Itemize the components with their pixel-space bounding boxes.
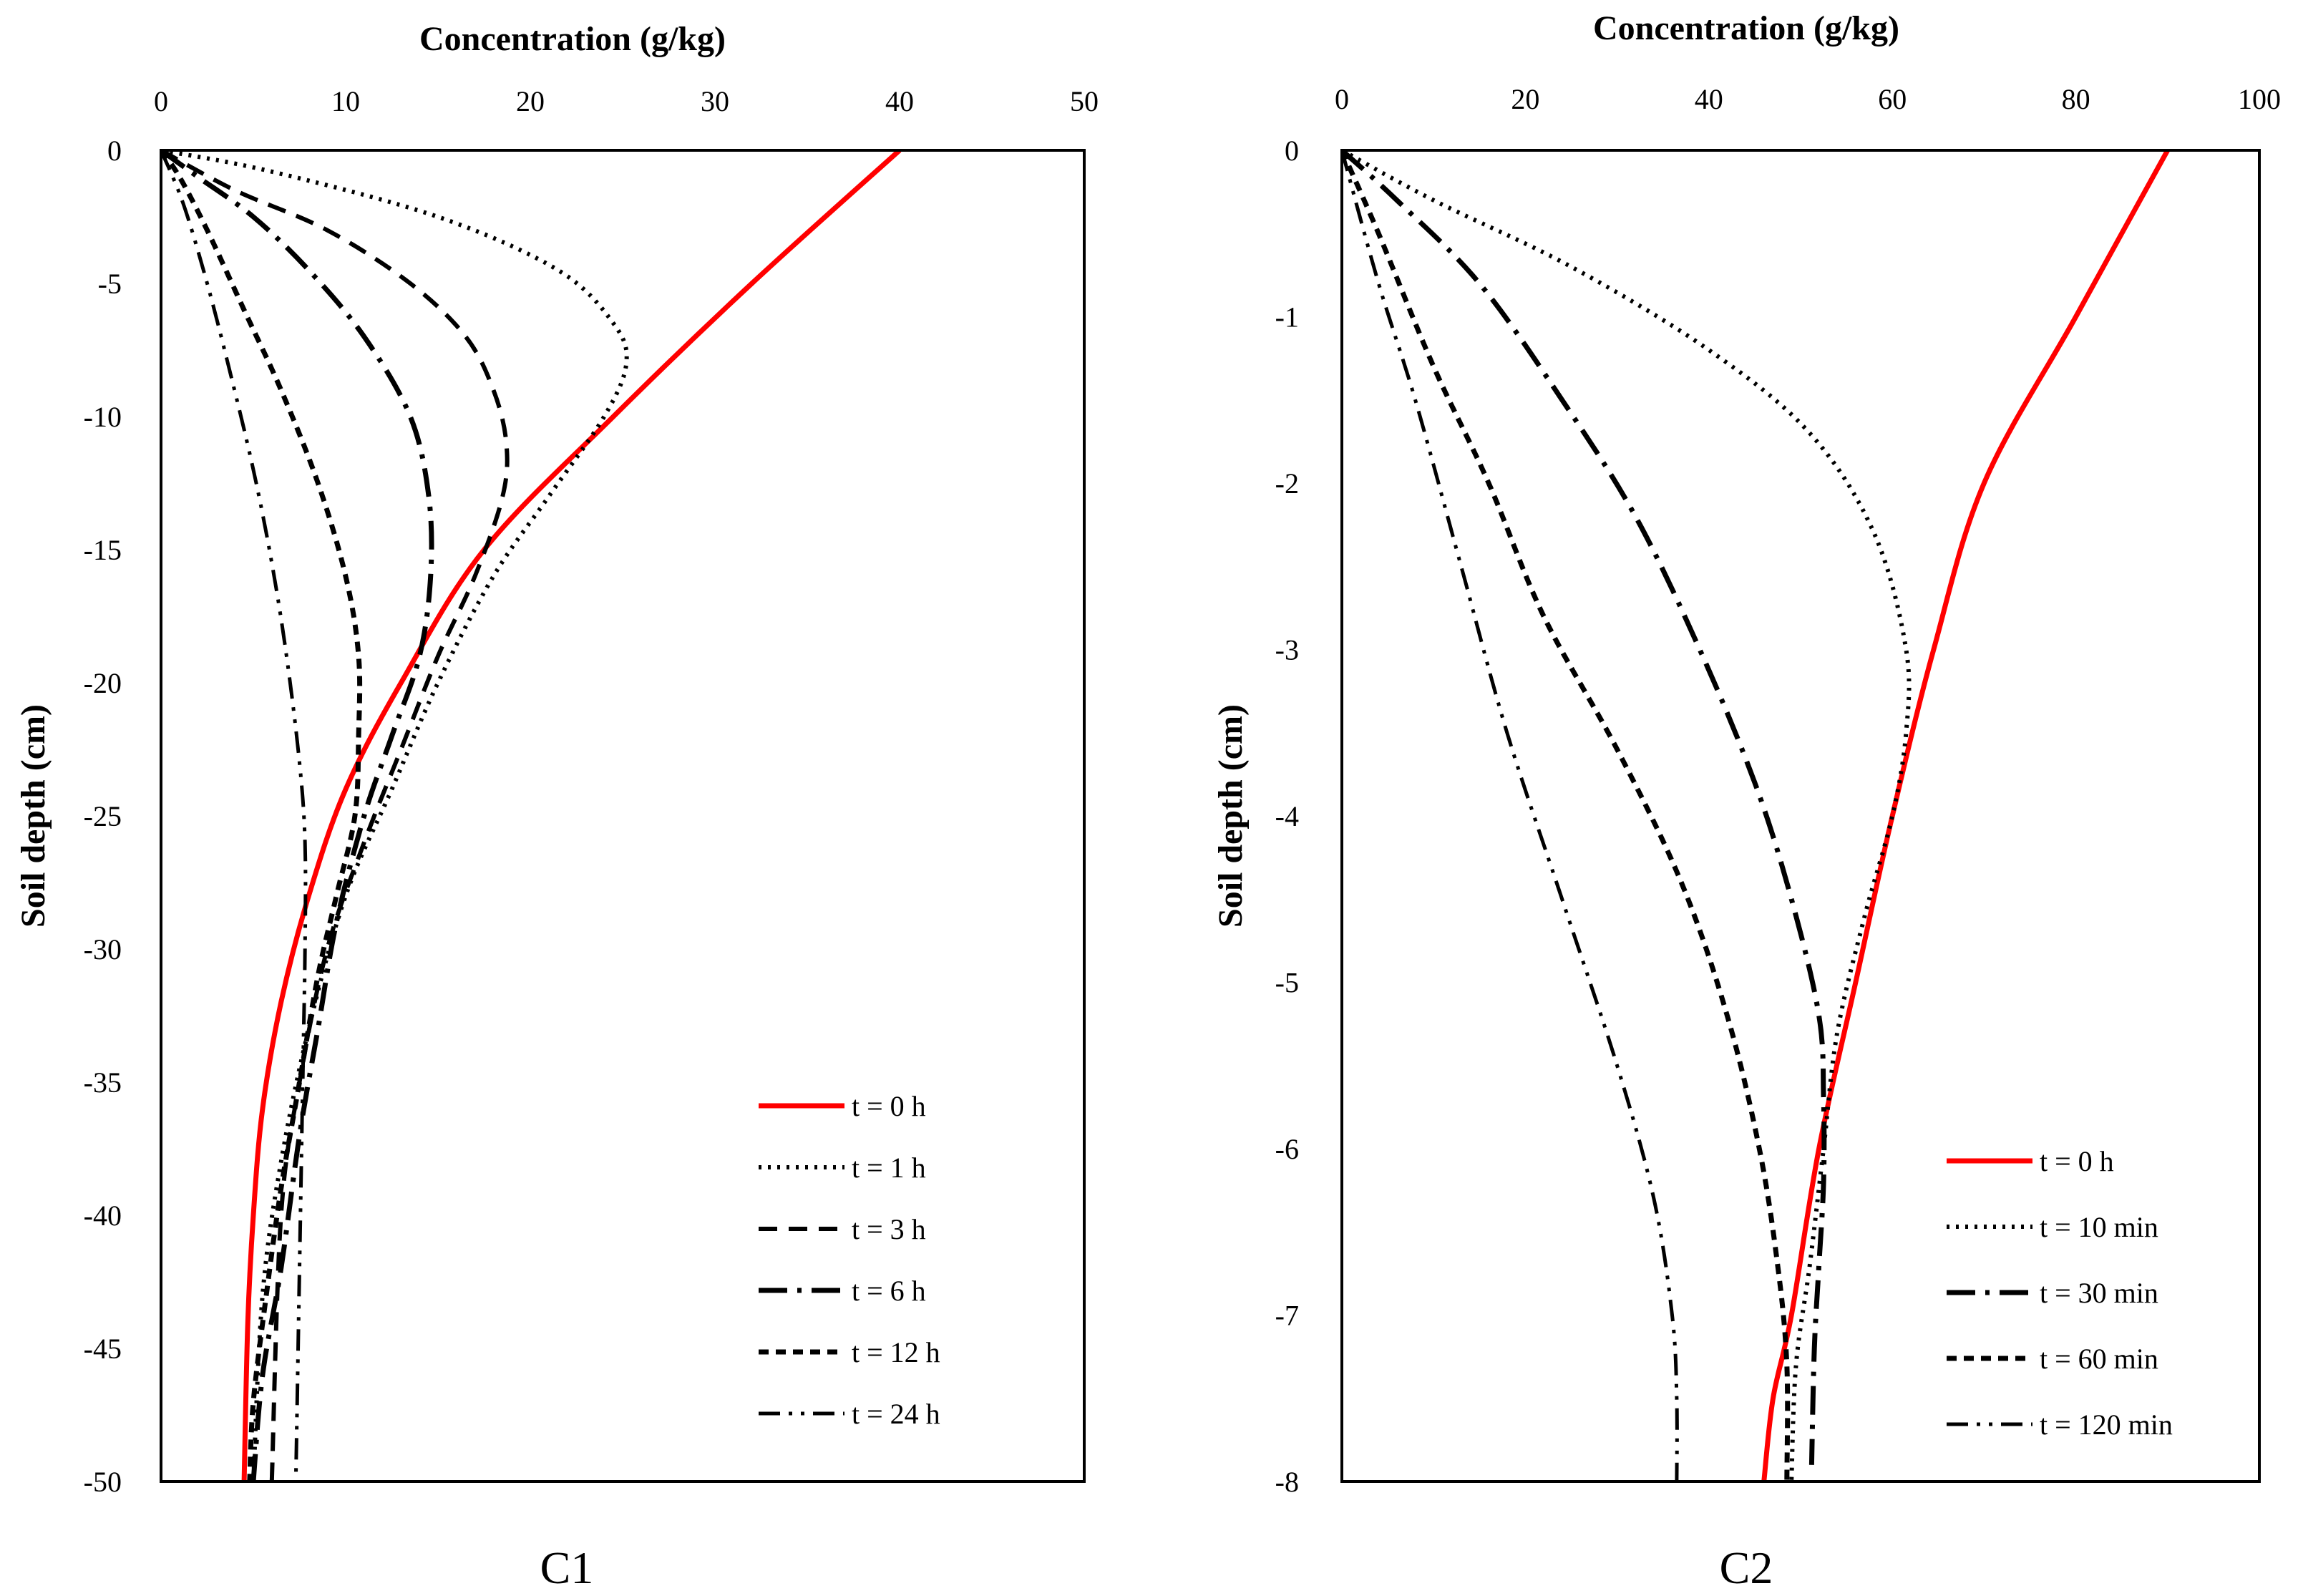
x-ticks-c1: 0 10 20 30 40 50 (154, 85, 1099, 117)
series-line-t-1-h (161, 150, 629, 1481)
y-tick-label: 0 (1285, 135, 1299, 167)
y-tick-label: -15 (84, 534, 122, 566)
series-line-t-120-min (1342, 150, 1679, 1481)
y-ticks-c2: 0 -1 -2 -3 -4 -5 -6 -7 -8 (1275, 135, 1299, 1498)
series-line-t-10-min (1342, 150, 1912, 1481)
x-tick-label: 40 (885, 85, 914, 117)
x-axis-title-c1: Concentration (g/kg) (419, 20, 726, 58)
y-tick-label: -45 (84, 1333, 122, 1365)
y-tick-label: -20 (84, 667, 122, 699)
y-axis-title-c2: Soil depth (cm) (1212, 704, 1250, 928)
y-tick-label: -6 (1275, 1133, 1299, 1165)
chart-panel-c2: 0 20 40 60 80 100 0 -1 -2 -3 -4 -5 -6 -7 -8 Concentra… (1212, 9, 2281, 1593)
x-tick-label: 80 (2062, 83, 2090, 115)
y-tick-label: -25 (84, 800, 122, 832)
y-tick-label: -50 (84, 1466, 122, 1498)
series-line-t-12-h (161, 150, 363, 1481)
legend-c2: t = 0 h t = 10 min t = 30 min t = 60 min t =… (1947, 1145, 2173, 1441)
x-tick-label: 0 (154, 85, 168, 117)
x-tick-label: 0 (1335, 83, 1349, 115)
y-tick-label: -2 (1275, 467, 1299, 500)
y-tick-label: -30 (84, 933, 122, 965)
series-line-t-60-min (1342, 150, 1791, 1481)
y-tick-label: -8 (1275, 1466, 1299, 1498)
legend-label: t = 60 min (2040, 1343, 2158, 1375)
legend-label: t = 10 min (2040, 1211, 2158, 1243)
y-tick-label: -4 (1275, 800, 1299, 832)
x-tick-label: 30 (701, 85, 729, 117)
y-tick-label: -10 (84, 401, 122, 433)
legend-label: t = 3 h (852, 1213, 926, 1245)
x-tick-label: 40 (1695, 83, 1723, 115)
legend-label: t = 0 h (852, 1090, 926, 1122)
legend-label: t = 6 h (852, 1275, 926, 1307)
plot-frame-c1 (160, 149, 1086, 1483)
x-tick-label: 100 (2238, 83, 2281, 115)
y-tick-label: -5 (1275, 967, 1299, 999)
plot-frame-c2 (1340, 149, 2261, 1483)
chart-panel-c1: 0 10 20 30 40 50 0 -5 -10 -15 -20 -25 -30 -35 -40 -45 -… (14, 20, 1099, 1593)
series-line-t-0-h (241, 150, 902, 1481)
y-tick-label: -1 (1275, 301, 1299, 334)
plot-lines-c1 (161, 150, 902, 1481)
y-tick-label: 0 (107, 135, 122, 167)
series-line-t-6-h (161, 150, 434, 1481)
x-ticks-c2: 0 20 40 60 80 100 (1335, 83, 2281, 115)
legend-label: t = 1 h (852, 1152, 926, 1184)
legend-c1: t = 0 h t = 1 h t = 3 h t = 6 h t = 12 h t = … (759, 1090, 940, 1430)
legend-label: t = 0 h (2040, 1145, 2114, 1177)
x-tick-label: 10 (331, 85, 360, 117)
y-tick-label: -35 (84, 1066, 122, 1099)
panel-label-c2: C2 (1720, 1542, 1773, 1593)
x-tick-label: 60 (1878, 83, 1907, 115)
y-tick-label: -40 (84, 1200, 122, 1232)
panel-label-c1: C1 (540, 1542, 594, 1593)
legend-label: t = 12 h (852, 1336, 940, 1368)
x-tick-label: 20 (516, 85, 545, 117)
series-line-t-24-h (161, 150, 308, 1481)
x-tick-label: 20 (1511, 83, 1539, 115)
x-axis-title-c2: Concentration (g/kg) (1593, 9, 1899, 47)
series-line-t-30-min (1342, 150, 1827, 1465)
y-tick-label: -3 (1275, 634, 1299, 666)
x-tick-label: 50 (1070, 85, 1099, 117)
legend-label: t = 120 min (2040, 1408, 2173, 1441)
y-tick-label: -5 (98, 268, 122, 300)
legend-label: t = 30 min (2040, 1277, 2158, 1309)
y-ticks-c1: 0 -5 -10 -15 -20 -25 -30 -35 -40 -45 -50 (84, 135, 122, 1498)
plot-lines-c2 (1342, 150, 2170, 1481)
y-tick-label: -7 (1275, 1300, 1299, 1332)
y-axis-title-c1: Soil depth (cm) (14, 704, 52, 928)
series-line-t-3-h (161, 150, 510, 1481)
legend-label: t = 24 h (852, 1398, 940, 1430)
